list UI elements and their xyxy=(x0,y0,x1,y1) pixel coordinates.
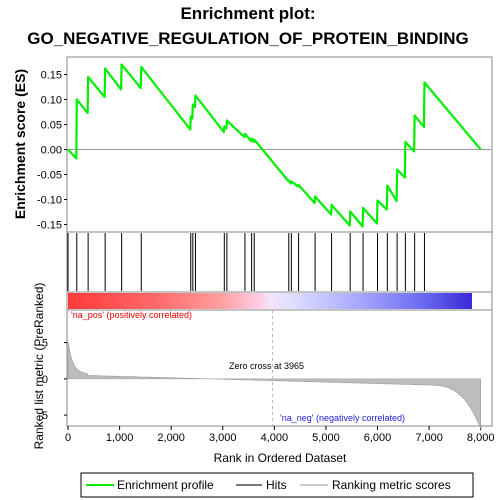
legend-hits-label: Hits xyxy=(266,478,287,492)
x-tick-label: 0 xyxy=(65,432,71,444)
neg-correlation-label: 'na_neg' (negatively correlated) xyxy=(280,413,405,423)
hits-panel xyxy=(66,231,493,293)
metric-layer xyxy=(67,310,481,429)
metric-axis-label: Ranked list metric (PreRanked) xyxy=(32,283,46,450)
x-axis-label: Rank in Ordered Dataset xyxy=(214,451,347,465)
es-axis-label: Enrichment score (ES) xyxy=(12,69,28,219)
es-tick-label: 0.15 xyxy=(41,70,62,82)
metric-panel xyxy=(66,309,493,427)
legend-metric-label: Ranking metric scores xyxy=(332,478,451,492)
es-axis-ticks: 0.15 0.10 0.05 0.00 -0.05 -0.10 -0.15 xyxy=(37,70,491,232)
es-tick-label: -0.05 xyxy=(37,170,62,182)
es-tick-label: 0.05 xyxy=(41,120,62,132)
ranking-metric-area xyxy=(67,341,481,429)
es-tick-label: -0.15 xyxy=(37,220,62,232)
x-tick-label: 3,000 xyxy=(209,432,237,444)
x-tick-label: 8,000 xyxy=(467,432,495,444)
enrichment-profile-line xyxy=(67,63,482,228)
es-tick-label: 0.10 xyxy=(41,95,62,107)
es-tick-label: 0.00 xyxy=(41,145,62,157)
x-tick-label: 5,000 xyxy=(312,432,340,444)
es-profile-layer xyxy=(67,63,482,228)
x-tick-label: 7,000 xyxy=(415,432,443,444)
x-tick-label: 6,000 xyxy=(364,432,392,444)
hits-layer xyxy=(67,233,425,291)
x-tick-label: 1,000 xyxy=(106,432,134,444)
es-panel xyxy=(66,56,493,233)
chart-title-line1: Enrichment plot: xyxy=(180,4,315,23)
legend-profile-label: Enrichment profile xyxy=(117,478,214,492)
es-tick-label: -0.10 xyxy=(37,195,62,207)
x-tick-label: 4,000 xyxy=(261,432,289,444)
x-axis-ticks: 0 1,000 2,000 3,000 4,000 5,000 6,000 7,000 8,00… xyxy=(65,426,495,444)
x-tick-label: 2,000 xyxy=(157,432,185,444)
rank-colorbar xyxy=(68,293,472,309)
metric-axis-ticks: 5 0 -5 xyxy=(38,338,67,422)
legend-box xyxy=(80,472,474,498)
zero-cross-label: Zero cross at 3965 xyxy=(229,361,304,371)
metric-tick-label: -5 xyxy=(38,410,48,422)
metric-tick-label: 0 xyxy=(42,374,48,386)
metric-tick-label: 5 xyxy=(42,338,48,350)
chart-title-line2: GO_NEGATIVE_REGULATION_OF_PROTEIN_BINDIN… xyxy=(27,29,468,48)
pos-correlation-label: 'na_pos' (positively correlated) xyxy=(71,310,192,320)
